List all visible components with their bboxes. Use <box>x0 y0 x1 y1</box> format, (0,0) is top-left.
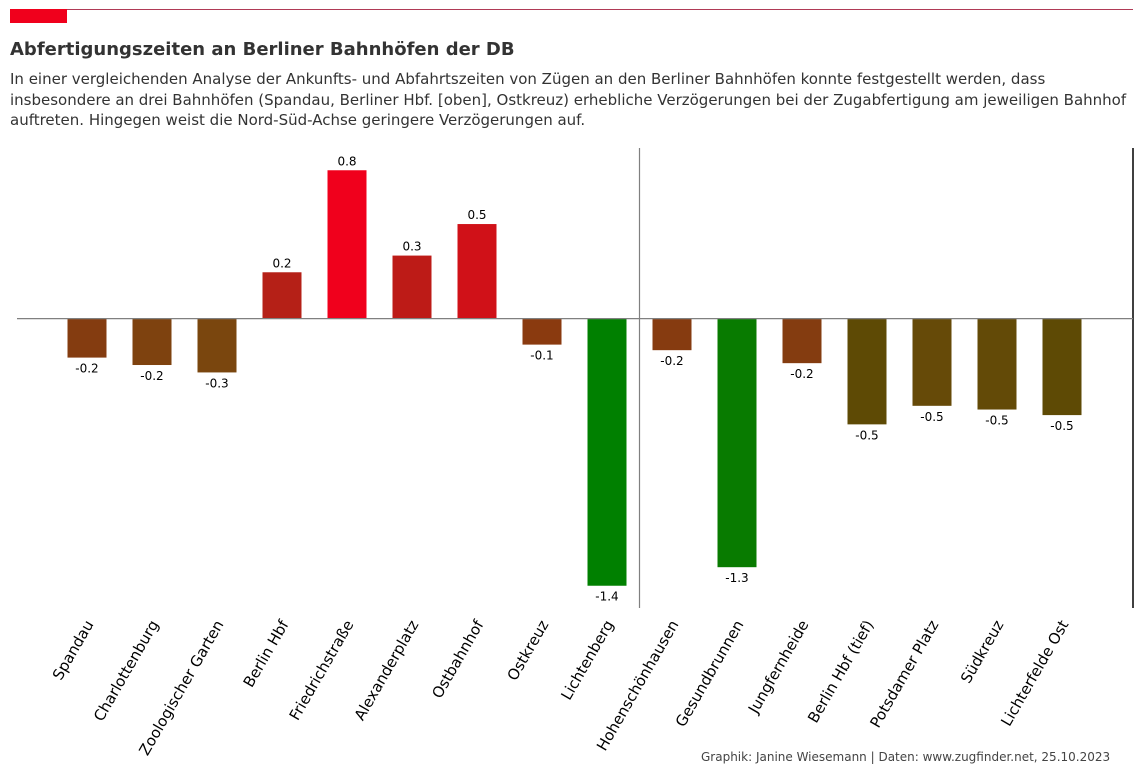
x-tick-label-5: Alexanderplatz <box>351 617 423 724</box>
bar-9 <box>653 319 692 351</box>
x-tick-label-4: Friedrichstraße <box>286 617 358 723</box>
data-label-2: -0.3 <box>205 376 228 390</box>
bar-5 <box>393 256 432 319</box>
x-tick-label-6: Ostbahnhof <box>428 616 488 701</box>
x-tick-label-10: Gesundbrunnen <box>672 617 748 730</box>
data-label-4: 0.8 <box>337 154 356 168</box>
bar-15 <box>1043 319 1082 415</box>
data-label-6: 0.5 <box>467 208 486 222</box>
x-tick-label-14: Südkreuz <box>957 617 1007 686</box>
data-label-7: -0.1 <box>530 349 553 363</box>
x-tick-label-8: Lichtenberg <box>557 617 617 703</box>
bar-0 <box>68 319 107 358</box>
data-label-13: -0.5 <box>920 410 943 424</box>
data-label-10: -1.3 <box>725 571 748 585</box>
data-label-11: -0.2 <box>790 367 813 381</box>
data-label-3: 0.2 <box>272 256 291 270</box>
bar-11 <box>783 319 822 364</box>
data-label-5: 0.3 <box>402 240 421 254</box>
bar-2 <box>198 319 237 373</box>
bar-14 <box>978 319 1017 410</box>
bar-6 <box>458 224 497 319</box>
data-label-14: -0.5 <box>985 414 1008 428</box>
x-tick-label-11: Jungfernheide <box>744 617 812 717</box>
data-label-0: -0.2 <box>75 362 98 376</box>
bar-13 <box>913 319 952 406</box>
x-tick-label-0: Spandau <box>49 617 98 683</box>
x-tick-label-12: Berlin Hbf (tief) <box>804 617 877 726</box>
data-label-12: -0.5 <box>855 428 878 442</box>
bar-3 <box>263 272 302 318</box>
data-label-9: -0.2 <box>660 354 683 368</box>
bar-4 <box>328 170 367 318</box>
data-label-1: -0.2 <box>140 369 163 383</box>
bar-10 <box>718 319 757 568</box>
x-tick-label-13: Potsdamer Platz <box>866 617 942 731</box>
bar-8 <box>588 319 627 586</box>
bar-1 <box>133 319 172 365</box>
x-tick-label-1: Charlottenburg <box>90 617 162 724</box>
data-label-15: -0.5 <box>1050 419 1073 433</box>
bar-12 <box>848 319 887 425</box>
x-tick-label-15: Lichterfelde Ost <box>997 617 1072 729</box>
footer-credit: Graphik: Janine Wiesemann | Daten: www.z… <box>701 750 1110 764</box>
bar-7 <box>523 319 562 345</box>
x-tick-label-3: Berlin Hbf <box>240 616 293 690</box>
x-tick-label-7: Ostkreuz <box>504 617 553 684</box>
data-label-8: -1.4 <box>595 590 618 604</box>
